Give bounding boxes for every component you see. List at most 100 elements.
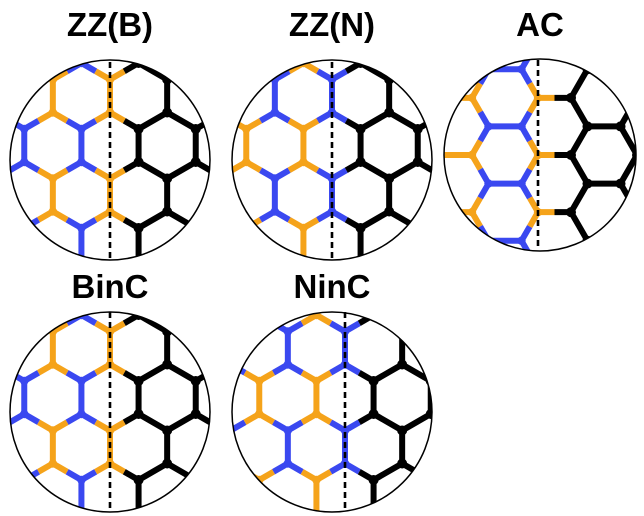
boron-atom [468,36,476,44]
nitrogen-atom [77,475,86,485]
carbon-atom [355,223,366,233]
carbon-atom [355,124,366,134]
carbon-atom [566,150,576,160]
carbon-atom [133,475,144,485]
carbon-atom [162,107,173,118]
carbon-atom [190,223,201,233]
bond-carbon [164,361,199,384]
boron-atom [534,265,542,273]
bond-carbon [427,361,432,384]
carbon-atom [425,409,432,419]
bond-carbon [192,208,210,231]
bond-half [10,460,12,475]
carbon-atom [190,60,201,68]
carbon-atom [397,326,408,337]
view-circle-zzb [9,59,211,261]
carbon-atom [162,273,172,283]
carbon-atom [219,360,229,370]
carbon-atom [190,409,201,419]
boron-atom [255,376,264,386]
carbon-atom [412,256,423,260]
bond-half [232,361,233,376]
bond-carbon [386,60,421,83]
panel-title-ac: AC [516,6,564,43]
carbon-atom [615,64,626,75]
bond-half [10,109,12,124]
bond-carbon [399,312,432,335]
carbon-atom [384,273,394,283]
boron-atom [299,124,308,134]
bond-half [244,258,263,260]
bond-half [37,320,55,335]
boron-atom [105,75,115,84]
carbon-atom [219,207,229,217]
bond-half [37,68,55,83]
bond-carbon [135,411,171,434]
boron-atom [105,327,115,336]
nitrogen-atom [517,65,526,74]
nitrogen-atom [283,459,293,468]
nitrogen-atom [213,207,221,215]
boron-atom [467,150,477,160]
boron-atom [312,376,321,386]
view-circle-zzn [231,59,433,261]
bond-carbon [135,159,171,182]
bond-half [477,59,492,71]
bond-carbon [135,361,171,384]
carbon-atom [566,207,576,218]
carbon-atom [412,124,423,134]
bond-half [10,419,12,434]
nitrogen-atom [232,327,235,336]
carbon-atom [384,107,395,118]
carbon-atom [162,458,173,469]
nitrogen-atom [232,459,235,468]
bond-half [232,208,234,223]
carbon-atom [454,360,464,370]
carbon-atom [368,312,379,320]
boron-atom [312,475,321,485]
bond-carbon [568,66,591,101]
carbon-atom [133,223,144,233]
carbon-atom [454,459,464,469]
bond-half [275,269,289,277]
bond-half [243,312,261,326]
carbon-atom [632,92,636,103]
carbon-atom [566,92,576,103]
lattice-bonds-binc [10,312,210,512]
carbon-atom [219,174,229,184]
nitrogen-atom [77,157,86,167]
boron-atom [48,108,58,117]
bond-half [232,320,247,335]
carbon-atom [384,206,395,217]
carbon-atom [632,207,636,218]
bond-carbon [568,180,591,216]
nitrogen-atom [484,122,493,131]
bond-half [472,255,480,269]
carbon-atom [162,359,173,370]
bond-carbon [617,66,636,101]
lattice-bonds-ninc [232,312,432,512]
bond-carbon [135,460,171,483]
carbon-atom [190,256,201,260]
bond-half [477,239,492,251]
nitrogen-atom [20,409,29,419]
carbon-atom [190,508,201,512]
bond-carbon [617,123,636,158]
bond-carbon [617,209,636,244]
boron-atom [468,265,476,273]
nitrogen-atom [327,75,337,84]
bond-half [232,419,233,434]
bond-half [10,167,12,182]
panel-title-binc: BinC [72,268,149,305]
carbon-atom [133,409,144,419]
bond-half [22,258,41,260]
bond-carbon [135,109,171,132]
bond-carbon [135,208,171,231]
bond-carbon [568,152,591,187]
boron-atom [255,508,264,512]
lattice-atoms-ninc [232,312,464,512]
bond-half [472,41,480,55]
carbon-atom [133,124,144,134]
view-circle-binc [9,311,211,513]
bond-half [261,269,275,277]
